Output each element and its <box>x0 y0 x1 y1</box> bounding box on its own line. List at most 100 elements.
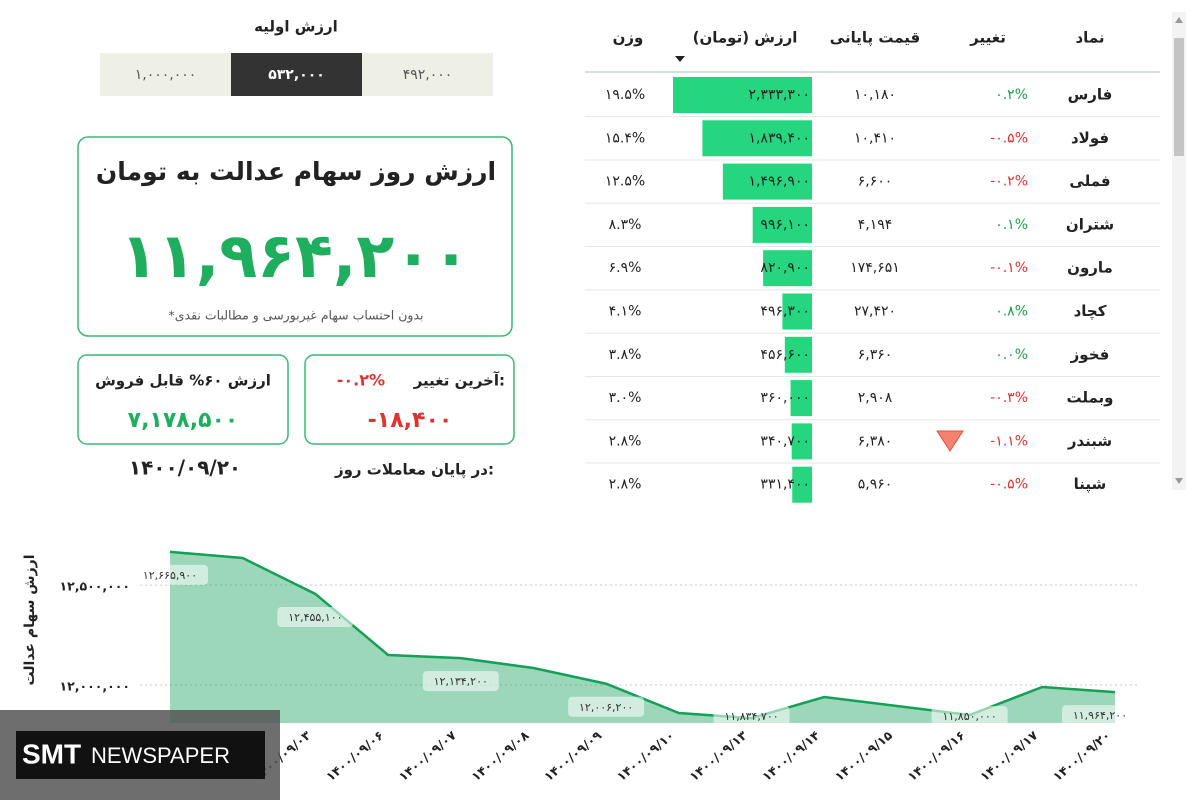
price: ۶,۳۸۰ <box>858 433 893 449</box>
date-label: در پایان معاملات روز: <box>334 461 494 480</box>
value-bar <box>790 380 812 417</box>
symbol: فملی <box>1069 172 1110 190</box>
price: ۲۷,۴۲۰ <box>854 304 896 320</box>
symbol: کچاد <box>1074 302 1107 321</box>
weight: ۲.۸% <box>609 477 642 493</box>
scroll-thumb[interactable] <box>1174 38 1184 156</box>
weight: ۱۲.۵% <box>605 174 645 190</box>
value-bar <box>722 163 812 200</box>
scroll-down[interactable] <box>1175 478 1183 484</box>
weight: ۳.۸% <box>609 347 642 363</box>
weight: ۸.۳% <box>609 217 642 233</box>
change-card <box>304 354 515 445</box>
value: ۳۶۰,۰۰۰ <box>760 390 810 406</box>
value: ۳۳۱,۴۰۰ <box>760 477 810 493</box>
value-label-bg <box>1062 705 1138 726</box>
value: ۸۲۰,۹۰۰ <box>760 260 810 276</box>
weight: ۲.۸% <box>609 433 642 449</box>
x-tick-label: ۱۴۰۰/۰۹/۱۰ <box>614 727 677 784</box>
change: -۰.۲% <box>990 174 1028 190</box>
value-label-bg <box>422 671 499 692</box>
change: -۱.۱% <box>990 433 1028 449</box>
value-bar <box>702 120 812 157</box>
value-label-bg <box>277 606 354 627</box>
symbol: شتران <box>1066 215 1114 233</box>
value-bar <box>782 293 812 330</box>
value-label: ۱۱,۸۳۴,۷۰۰ <box>724 710 778 723</box>
value-label: ۱۲,۶۶۵,۹۰۰ <box>143 569 197 582</box>
value: ۲,۳۳۳,۳۰۰ <box>748 87 810 103</box>
change: ۰.۸% <box>995 304 1028 320</box>
sellable-value: ۷,۱۷۸,۵۰۰ <box>128 408 239 433</box>
value: ۱,۸۳۹,۴۰۰ <box>748 130 810 146</box>
y-axis-title: ارزش سهام عدالت <box>22 554 38 685</box>
value-label-bg <box>931 706 1008 726</box>
watermark-brand: SMT <box>22 738 81 769</box>
summary-note: *بدون احتساب سهام غیربورسی و مطالبات نقد… <box>169 308 424 324</box>
symbol: شبندر <box>1067 432 1112 450</box>
watermark-box <box>16 731 265 779</box>
x-tick-label: ۱۴۰۰/۰۹/۱۷ <box>977 727 1041 784</box>
value: ۳۴۰,۷۰۰ <box>760 433 810 449</box>
y-tick-label: ۱۲,۵۰۰,۰۰۰ <box>59 579 130 594</box>
weight: ۱۹.۵% <box>605 87 645 103</box>
price: ۱۷۴,۶۵۱ <box>850 260 900 276</box>
sort-indicator <box>675 56 685 62</box>
value-label: ۱۲,۰۰۶,۲۰۰ <box>579 701 633 714</box>
value-tab-label: ۱,۰۰۰,۰۰۰ <box>135 67 197 83</box>
row-icon <box>936 430 964 452</box>
value: ۴۹۶,۳۰۰ <box>760 304 810 320</box>
summary-title: ارزش روز سهام عدالت به تومان <box>96 157 496 187</box>
table: نماد تغییر قیمت پایانی ارزش (تومان) وزن فارس ۰… <box>585 29 1160 503</box>
change-label: آخرین تغییر: <box>413 372 505 390</box>
value-label: ۱۲,۱۳۴,۲۰۰ <box>434 675 488 688</box>
sellable-card <box>77 354 289 445</box>
value: ۹۹۶,۱۰۰ <box>760 217 810 233</box>
weight: ۴.۱% <box>609 304 642 320</box>
weight: ۶.۹% <box>609 260 642 276</box>
change: ۰.۱% <box>995 217 1028 233</box>
price: ۶,۳۶۰ <box>858 347 893 363</box>
price: ۱۰,۴۱۰ <box>854 130 896 146</box>
symbol: فولاد <box>1071 129 1109 147</box>
x-tick-label: ۱۴۰۰/۰۹/۲۰ <box>1050 727 1113 784</box>
column-header: تغییر <box>969 29 1006 47</box>
column-header: نماد <box>1075 29 1104 47</box>
value-tab[interactable] <box>231 53 362 96</box>
scroll-up[interactable] <box>1175 17 1183 23</box>
value-tab[interactable] <box>362 53 493 96</box>
value-bar <box>784 336 812 373</box>
area <box>170 551 1115 723</box>
scrollbar <box>1172 12 1186 490</box>
value-tab-label: ۵۳۲,۰۰۰ <box>268 67 325 83</box>
initial-value-title: ارزش اولیه <box>254 18 338 36</box>
value-tab[interactable] <box>100 53 231 96</box>
price: ۱۰,۱۸۰ <box>854 87 896 103</box>
change: -۰.۵% <box>990 477 1028 493</box>
value-label-bg <box>132 564 208 585</box>
price: ۴,۱۹۴ <box>858 217 893 233</box>
value: ۴۵۶,۶۰۰ <box>760 347 810 363</box>
x-tick-label: ۱۴۰۰/۰۹/۱۶ <box>904 727 967 784</box>
change-percent: -۰.۲% <box>337 371 385 390</box>
x-tick-label: ۱۴۰۰/۰۹/۱۳ <box>686 727 750 784</box>
weight: ۱۵.۴% <box>605 130 645 146</box>
summary-value: ۱۱,۹۶۴,۲۰۰ <box>120 219 470 292</box>
column-header: ارزش (تومان) <box>693 29 798 47</box>
x-tick-label: ۱۴۰۰/۰۹/۰۶ <box>323 727 386 784</box>
symbol: شپنا <box>1074 475 1107 494</box>
value-bar <box>792 466 812 503</box>
value-label-bg <box>568 696 645 717</box>
sellable-label: ارزش ۶۰% قابل فروش <box>95 372 271 390</box>
price: ۶,۶۰۰ <box>858 174 893 190</box>
y-tick-label: ۱۲,۰۰۰,۰۰۰ <box>59 679 130 694</box>
value-label-bg <box>713 706 790 726</box>
watermark: SMT NEWSPAPER <box>0 710 280 800</box>
x-tick-label: ۱۴۰۰/۰۹/۰۷ <box>396 727 460 784</box>
column-header: قیمت پایانی <box>830 29 920 48</box>
value-bar <box>752 206 812 243</box>
date-value: ۱۴۰۰/۰۹/۲۰ <box>129 456 241 480</box>
change: ۰.۰% <box>995 347 1028 363</box>
x-tick-label: ۱۴۰۰/۰۹/۰۹ <box>541 727 605 784</box>
